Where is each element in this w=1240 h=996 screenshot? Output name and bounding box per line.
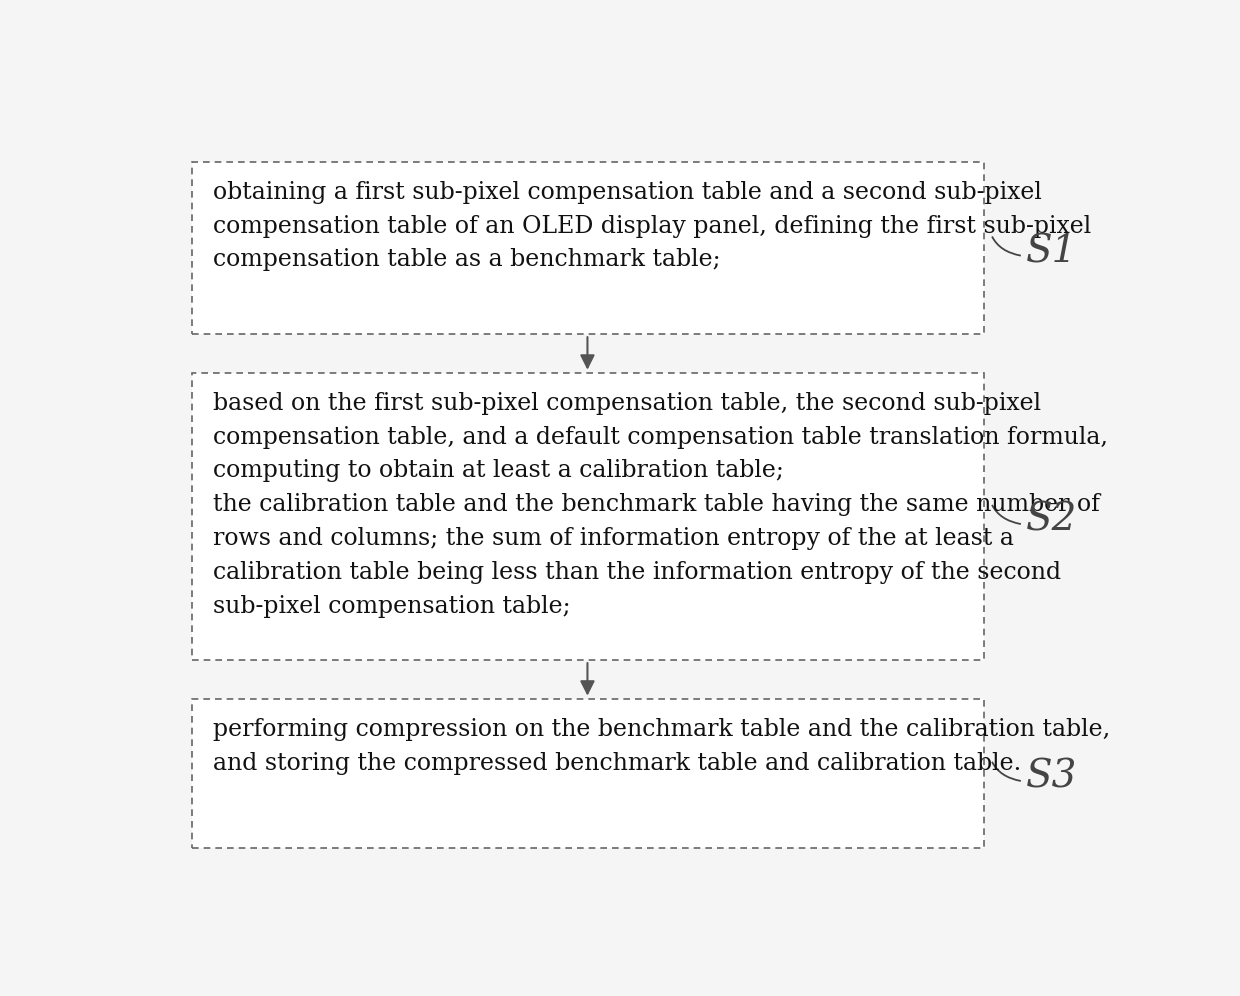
Text: S1: S1 (1025, 233, 1078, 270)
FancyBboxPatch shape (191, 698, 985, 849)
Text: obtaining a first sub-pixel compensation table and a second sub-pixel
compensati: obtaining a first sub-pixel compensation… (213, 181, 1091, 272)
Text: S3: S3 (1025, 759, 1078, 796)
Text: based on the first sub-pixel compensation table, the second sub-pixel
compensati: based on the first sub-pixel compensatio… (213, 391, 1107, 618)
FancyBboxPatch shape (191, 373, 985, 660)
Text: performing compression on the benchmark table and the calibration table,
and sto: performing compression on the benchmark … (213, 718, 1110, 775)
Text: S2: S2 (1025, 502, 1078, 539)
FancyBboxPatch shape (191, 161, 985, 335)
